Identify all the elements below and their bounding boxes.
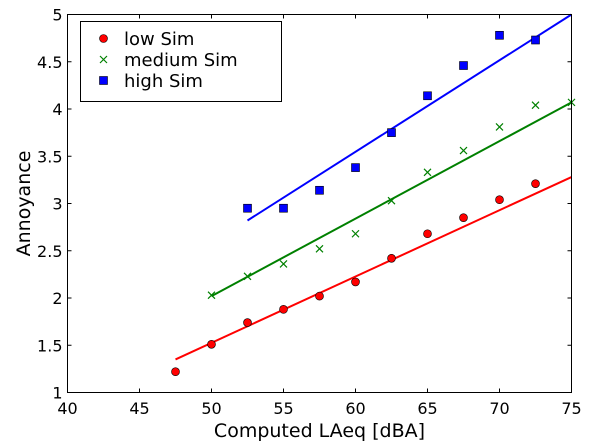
data-point-series-0-3: [279, 305, 288, 314]
x-axis-label: Computed LAeq [dBA]: [214, 420, 425, 442]
x-tick-label-0: 40: [57, 399, 77, 418]
data-point-series-0-7: [423, 229, 432, 239]
y-tick-label-8: 5: [52, 6, 62, 25]
y-tick-label-1: 1.5: [37, 336, 62, 355]
legend-marker-series-0: [99, 34, 108, 43]
y-tick-label-6: 4: [52, 100, 62, 119]
legend-markers: [99, 34, 108, 85]
fit-lines: [175, 13, 573, 361]
x-tick-label-5: 65: [417, 399, 437, 418]
y-tick-label-4: 3: [52, 195, 62, 214]
data-point-series-0-2: [243, 318, 252, 327]
legend-box: [80, 21, 282, 102]
data-point-series-2-5: [423, 91, 432, 101]
x-tick-label-7: 75: [561, 399, 581, 418]
y-tick-label-5: 3.5: [37, 147, 62, 166]
data-point-series-1-0: [207, 291, 216, 300]
data-point-series-1-2: [279, 260, 288, 268]
data-point-series-0-10: [531, 179, 540, 188]
data-point-series-0-5: [351, 277, 360, 287]
legend-label-high-sim: high Sim: [124, 71, 203, 92]
data-point-series-1-1: [243, 272, 252, 281]
data-points: [171, 30, 576, 377]
data-point-series-1-4: [351, 229, 360, 238]
legend-marker-series-1: [99, 55, 108, 64]
data-point-series-0-6: [387, 254, 396, 263]
data-point-series-1-8: [495, 123, 504, 131]
x-tick-label-2: 50: [201, 399, 221, 418]
data-point-series-2-7: [495, 30, 504, 40]
data-point-series-2-3: [351, 163, 360, 172]
y-tick-label-2: 2: [52, 289, 62, 308]
fit-line-series-2: [246, 13, 573, 222]
data-point-series-2-2: [315, 185, 324, 195]
plot-area-frame: [67, 14, 572, 393]
legend-label-low-sim: low Sim: [124, 29, 194, 50]
data-point-series-1-9: [531, 101, 540, 110]
x-tick-label-6: 70: [489, 399, 509, 418]
legend-marker-series-2: [99, 76, 108, 85]
x-tick-label-3: 55: [273, 399, 293, 418]
legend-label-medium-sim: medium Sim: [124, 50, 238, 71]
data-point-series-1-5: [387, 196, 396, 205]
data-point-series-2-6: [459, 61, 468, 70]
data-point-series-0-8: [459, 213, 468, 222]
data-point-series-1-7: [459, 146, 468, 155]
data-point-series-0-9: [495, 195, 504, 205]
data-point-series-0-4: [315, 291, 324, 301]
data-point-series-1-6: [423, 168, 432, 177]
x-tick-label-4: 60: [345, 399, 365, 418]
legend: low Sim medium Sim high Sim: [80, 21, 282, 102]
fit-line-series-1: [211, 101, 572, 297]
x-tick-label-1: 45: [129, 399, 149, 418]
data-point-series-0-1: [207, 340, 216, 349]
data-point-series-2-0: [243, 203, 252, 213]
data-point-series-2-4: [387, 128, 396, 137]
y-axis-label: Annoyance: [13, 151, 35, 257]
y-tick-label-0: 1: [52, 384, 62, 403]
data-point-series-1-3: [315, 244, 324, 253]
data-point-series-2-1: [279, 203, 288, 213]
tick-labels: 40 45 50 55 60 65 70 75 1 1.5 2 2.5 3 3.5 4 4.5 5: [37, 6, 582, 419]
fit-line-series-0: [175, 176, 572, 361]
data-point-series-0-0: [171, 367, 180, 377]
y-tick-label-7: 4.5: [37, 53, 62, 72]
y-tick-label-3: 2.5: [37, 242, 62, 261]
data-point-series-2-8: [531, 35, 540, 45]
